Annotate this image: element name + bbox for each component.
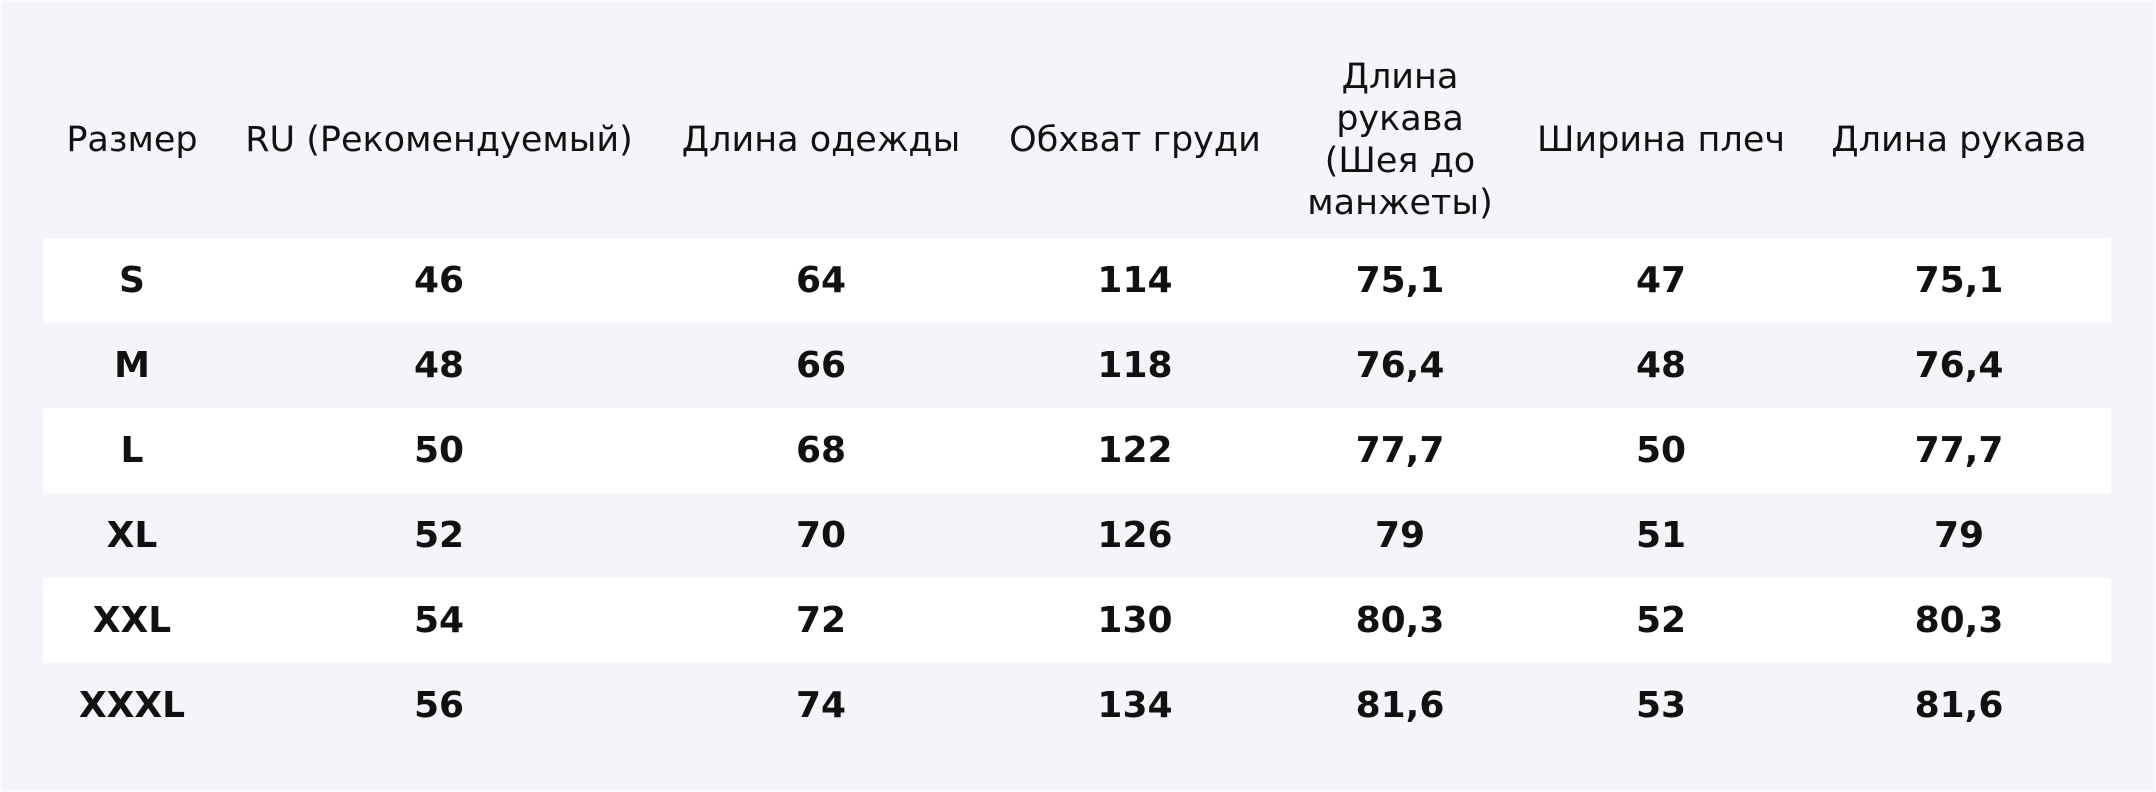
header-cell: Ширина плеч bbox=[1515, 41, 1807, 238]
header-cell: RU (Рекомендуемый) bbox=[221, 41, 657, 238]
table-cell: 81,6 bbox=[1807, 663, 2111, 748]
header-text: RU (Рекомендуемый) bbox=[245, 119, 633, 160]
table-row: S 46 64 114 75,1 47 75,1 bbox=[43, 238, 2111, 323]
table-cell: 134 bbox=[985, 663, 1285, 748]
table-cell: 118 bbox=[985, 323, 1285, 408]
table-cell: 79 bbox=[1807, 493, 2111, 578]
header-cell: Длина рукава (Шея до манжеты) bbox=[1285, 41, 1515, 238]
table-cell: 56 bbox=[221, 663, 657, 748]
table-row: XXL 54 72 130 80,3 52 80,3 bbox=[43, 578, 2111, 663]
header-cell: Длина рукава bbox=[1807, 41, 2111, 238]
table-cell: 77,7 bbox=[1285, 408, 1515, 493]
table-cell: 51 bbox=[1515, 493, 1807, 578]
header-text: Размер bbox=[66, 119, 198, 160]
table-cell: 53 bbox=[1515, 663, 1807, 748]
header-cell: Размер bbox=[43, 41, 221, 238]
table-cell: 48 bbox=[1515, 323, 1807, 408]
table-row: L 50 68 122 77,7 50 77,7 bbox=[43, 408, 2111, 493]
table-cell: 77,7 bbox=[1807, 408, 2111, 493]
table-cell: 122 bbox=[985, 408, 1285, 493]
table-row: XL 52 70 126 79 51 79 bbox=[43, 493, 2111, 578]
table-cell: 75,1 bbox=[1807, 238, 2111, 323]
size-table: Размер RU (Рекомендуемый) Длина одежды Обхв… bbox=[43, 41, 2111, 748]
header-text: Длина рукава bbox=[1831, 119, 2087, 160]
table-cell: 54 bbox=[221, 578, 657, 663]
table-cell: 81,6 bbox=[1285, 663, 1515, 748]
table-cell: 52 bbox=[221, 493, 657, 578]
table-row: XXXL 56 74 134 81,6 53 81,6 bbox=[43, 663, 2111, 748]
table-cell: XXXL bbox=[43, 663, 221, 748]
table-cell: S bbox=[43, 238, 221, 323]
table-cell: 75,1 bbox=[1285, 238, 1515, 323]
table-cell: 50 bbox=[221, 408, 657, 493]
header-cell: Обхват груди bbox=[985, 41, 1285, 238]
table-cell: 66 bbox=[657, 323, 985, 408]
table-cell: 48 bbox=[221, 323, 657, 408]
table-cell: 79 bbox=[1285, 493, 1515, 578]
header-row: Размер RU (Рекомендуемый) Длина одежды Обхв… bbox=[43, 41, 2111, 238]
header-text: Длина одежды bbox=[681, 119, 961, 160]
table-cell: 76,4 bbox=[1807, 323, 2111, 408]
header-cell: Длина одежды bbox=[657, 41, 985, 238]
header-text: Ширина плеч bbox=[1536, 119, 1786, 160]
table-cell: 50 bbox=[1515, 408, 1807, 493]
table-cell: 72 bbox=[657, 578, 985, 663]
table-cell: 126 bbox=[985, 493, 1285, 578]
table-cell: L bbox=[43, 408, 221, 493]
table-cell: 76,4 bbox=[1285, 323, 1515, 408]
table-cell: 46 bbox=[221, 238, 657, 323]
table-cell: 80,3 bbox=[1807, 578, 2111, 663]
table-cell: 52 bbox=[1515, 578, 1807, 663]
table-cell: 114 bbox=[985, 238, 1285, 323]
table-cell: 130 bbox=[985, 578, 1285, 663]
table-cell: 47 bbox=[1515, 238, 1807, 323]
table-cell: 80,3 bbox=[1285, 578, 1515, 663]
header-text: Длина рукава (Шея до манжеты) bbox=[1307, 56, 1493, 223]
table-cell: 74 bbox=[657, 663, 985, 748]
table-cell: 64 bbox=[657, 238, 985, 323]
table-row: M 48 66 118 76,4 48 76,4 bbox=[43, 323, 2111, 408]
table-cell: XXL bbox=[43, 578, 221, 663]
table-cell: 70 bbox=[657, 493, 985, 578]
table-cell: M bbox=[43, 323, 221, 408]
table-cell: 68 bbox=[657, 408, 985, 493]
header-text: Обхват груди bbox=[1009, 119, 1261, 160]
table-cell: XL bbox=[43, 493, 221, 578]
